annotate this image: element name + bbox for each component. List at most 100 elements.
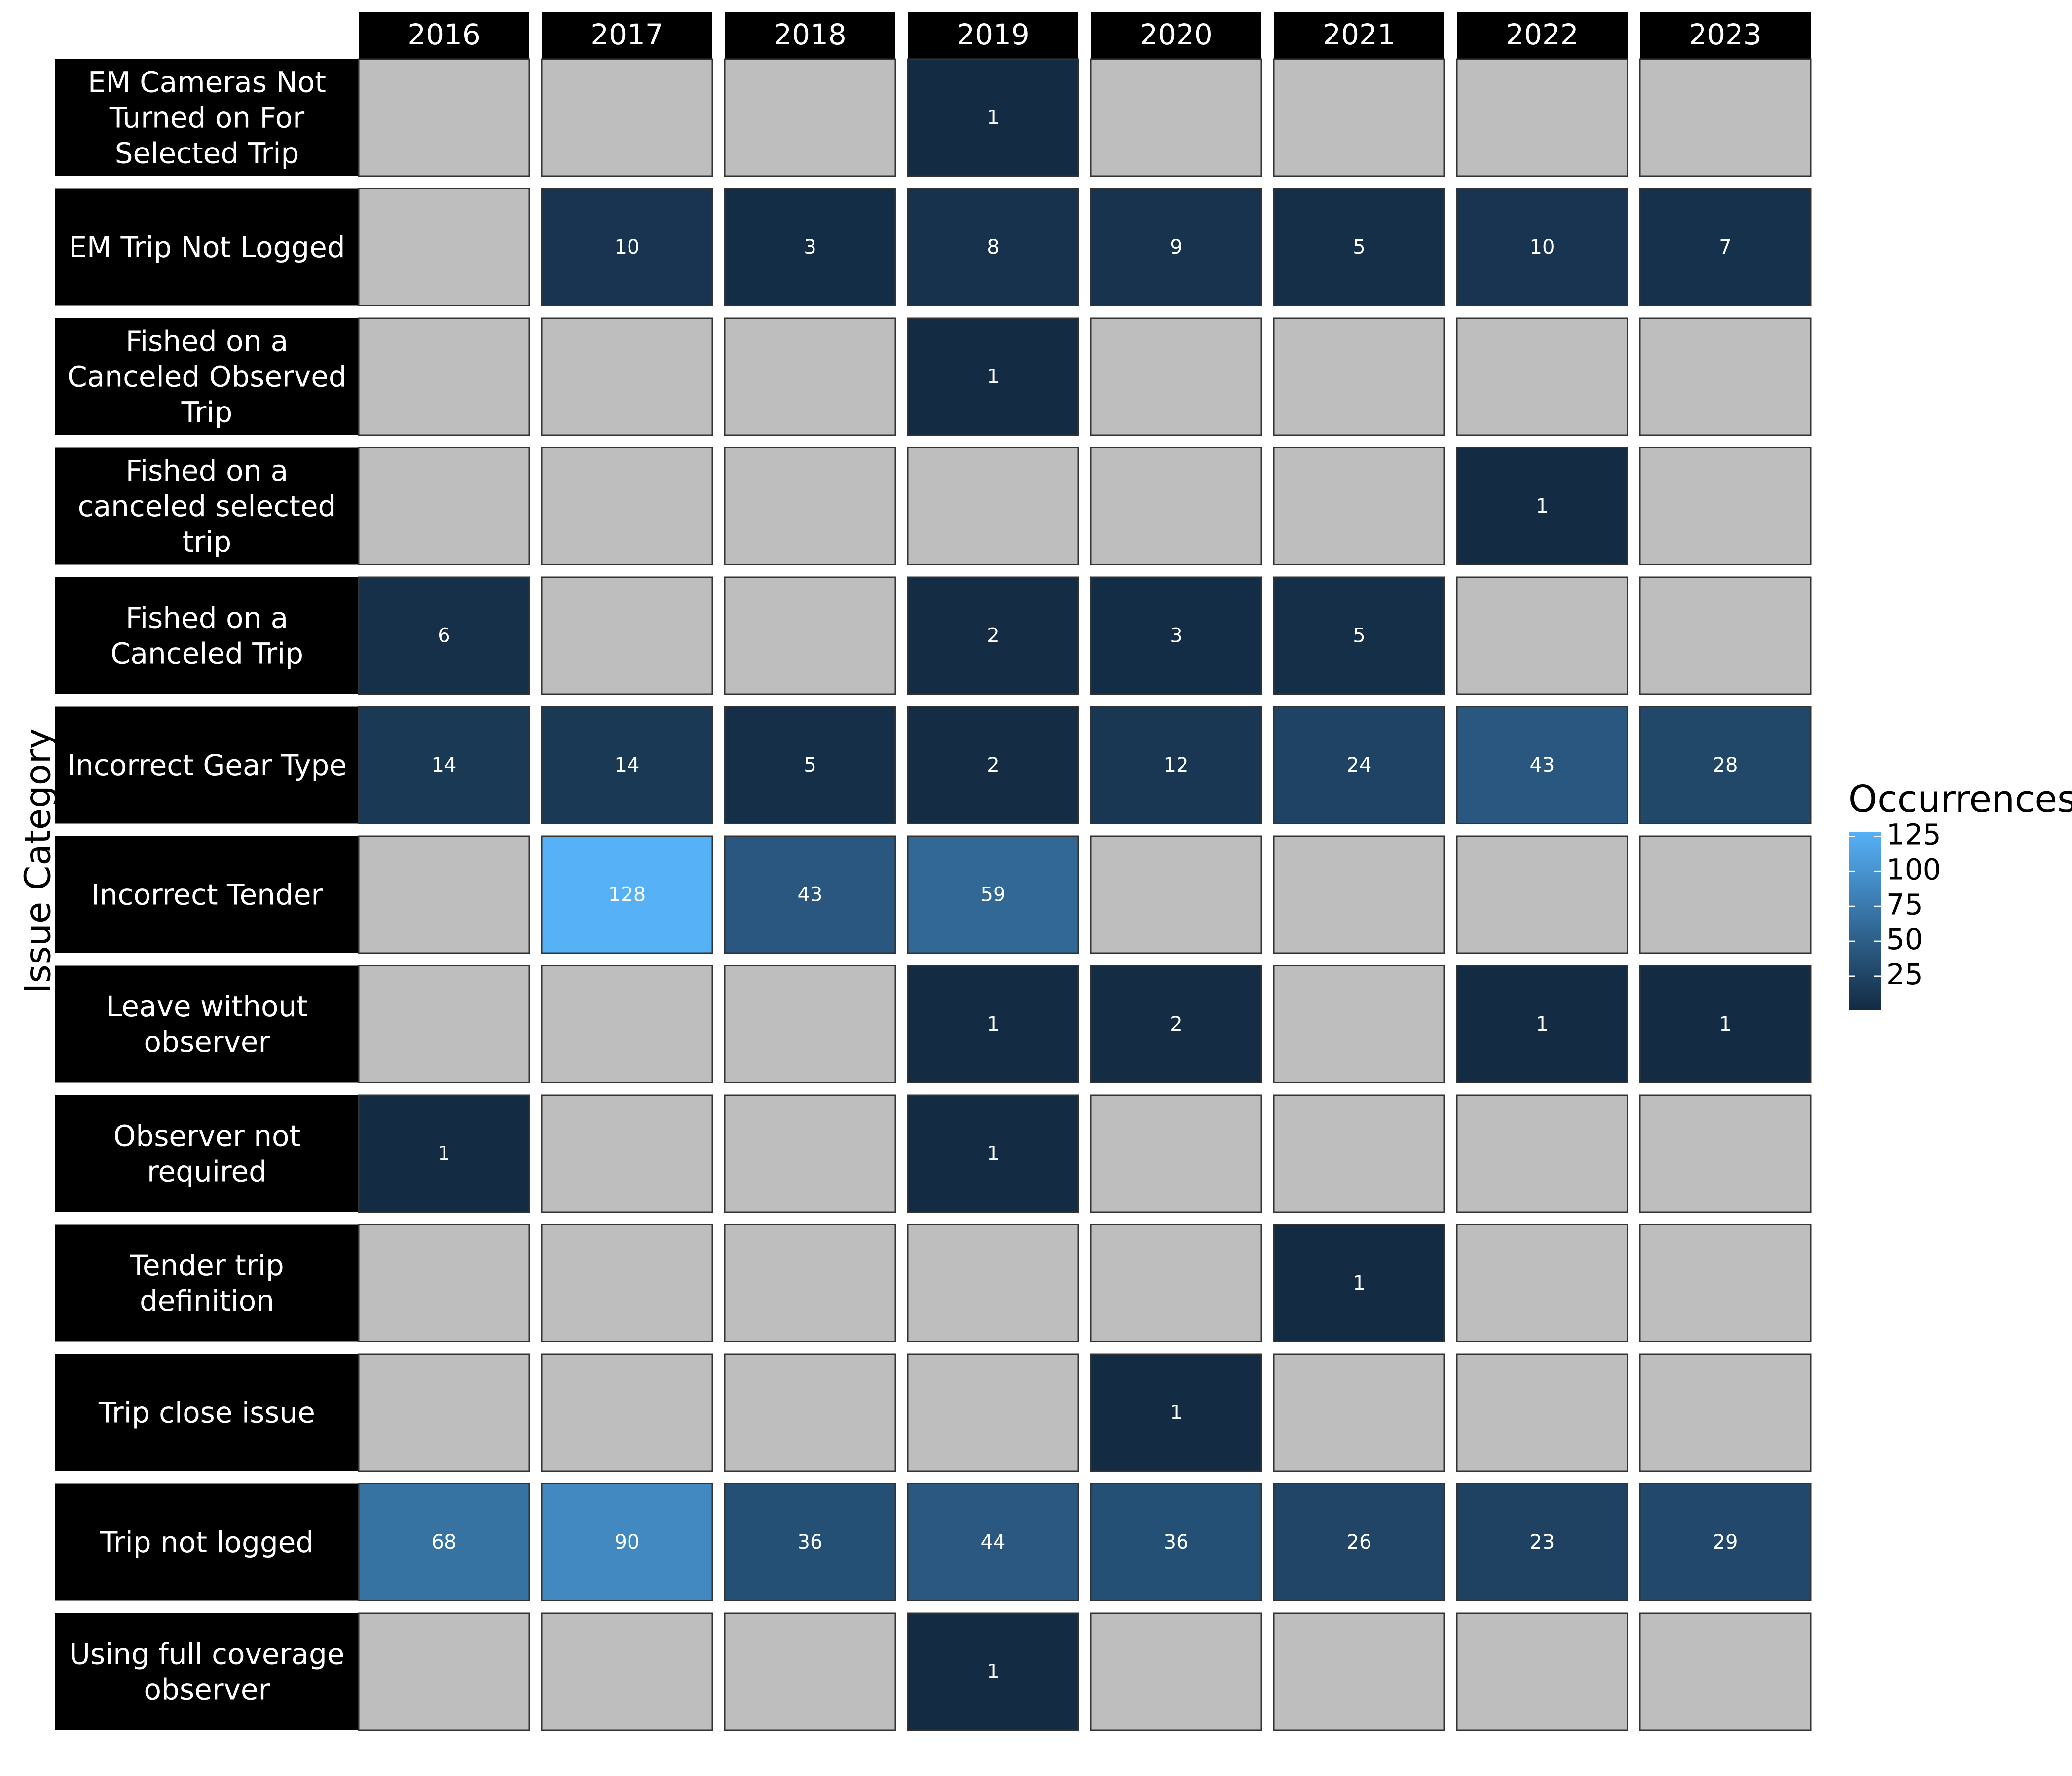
row-header-incorrect-gear-type <box>55 706 359 824</box>
column-header-label-2020: 2020 <box>1140 18 1213 51</box>
row-header-label-fished-on-a-canceled-trip: Fished on a Canceled Trip <box>111 601 303 670</box>
heatmap-cell <box>1456 1353 1628 1472</box>
column-header-label-2017: 2017 <box>591 18 664 51</box>
heatmap-cell <box>1639 317 1812 436</box>
heatmap-cell <box>1273 1353 1445 1472</box>
column-headers: 2016 2017 2018 2019 2020 2021 2022 2023 <box>359 12 1811 59</box>
row-header-tender-trip-definition <box>55 1224 359 1342</box>
row-header-label-incorrect-tender: Incorrect Tender <box>91 878 323 912</box>
cell-value-label: 5 <box>1353 625 1365 647</box>
row-headers: EM Cameras Not Turned on For Selected Trip… <box>55 59 359 1730</box>
row-header-label-trip-close-issue: Trip close issue <box>98 1396 315 1430</box>
heatmap-cell <box>541 1353 713 1472</box>
cell-value-label: 12 <box>1164 754 1189 777</box>
heatmap-cell <box>724 58 896 177</box>
row-header-trip-not-logged <box>55 1483 359 1601</box>
cell-value-label: 2 <box>987 625 999 647</box>
heatmap-cell <box>358 706 530 824</box>
heatmap-cell <box>724 1224 896 1342</box>
heatmap-cell <box>1639 1353 1812 1472</box>
heatmap-cell <box>1090 835 1262 954</box>
row-header-label-em-trip-not-logged: EM Trip Not Logged <box>69 230 345 264</box>
cell-value-label: 1 <box>1719 1013 1731 1036</box>
heatmap-cell <box>1456 1094 1628 1213</box>
heatmap-cell <box>358 1094 530 1213</box>
heatmap-cell <box>358 1612 530 1731</box>
cell-value-label: 90 <box>615 1531 640 1554</box>
cell-value-label: 59 <box>981 884 1006 906</box>
heatmap-cell <box>724 188 896 306</box>
legend-title: Occurrences <box>1849 778 2072 820</box>
cell-value-label: 9 <box>1170 236 1182 259</box>
heatmap-cell <box>358 1224 530 1342</box>
cell-value-label: 1 <box>987 107 999 129</box>
heatmap-cell <box>907 576 1079 695</box>
legend-tick-label: 125 <box>1887 818 1941 851</box>
heatmap-cell <box>907 706 1079 824</box>
row-header-label-fished-on-a-canceled-observed-trip: Fished on a Canceled Observed Trip <box>67 325 346 429</box>
cell-value-label: 14 <box>615 754 640 777</box>
heatmap-cell <box>1090 706 1262 824</box>
heatmap-cell <box>358 1353 530 1472</box>
heatmap-cell <box>1273 965 1445 1083</box>
heatmap-cell <box>1639 447 1812 565</box>
cell-value-label: 14 <box>432 754 457 777</box>
cell-value-label: 3 <box>1170 625 1182 647</box>
heatmap-cell <box>1273 1483 1445 1601</box>
heatmap-cell <box>907 447 1079 565</box>
heatmap-cell <box>724 965 896 1083</box>
cell-value-label: 28 <box>1713 754 1738 777</box>
heatmap-cell <box>907 317 1079 436</box>
heatmap-cell <box>1090 447 1262 565</box>
cell-value-label: 10 <box>1530 236 1555 259</box>
heatmap-cell <box>724 447 896 565</box>
heatmap-cell <box>1456 58 1628 177</box>
row-header-label-leave-without-observer: Leave without observer <box>106 990 308 1059</box>
heatmap-cell <box>1639 58 1812 177</box>
heatmap-cell <box>1639 1224 1812 1342</box>
cell-value-label: 1 <box>987 366 999 388</box>
heatmap-cell <box>541 1224 713 1342</box>
heatmap-cell <box>1273 317 1445 436</box>
heatmap-cell <box>1090 965 1262 1083</box>
cell-value-label: 128 <box>608 884 646 906</box>
heatmap-cell <box>1639 706 1812 824</box>
heatmap-cell <box>358 188 530 306</box>
column-header-label-2023: 2023 <box>1689 18 1762 51</box>
heatmap-cell <box>1456 835 1628 954</box>
y-axis-label: Issue Category <box>17 728 59 994</box>
legend-tick-label: 100 <box>1887 852 1941 886</box>
cell-value-label: 43 <box>798 884 823 906</box>
row-header-label-using-full-coverage-observer: Using full coverage observer <box>70 1637 345 1706</box>
heatmap-cell <box>358 1483 530 1601</box>
heatmap-cell <box>907 1094 1079 1213</box>
row-header-label-em-cameras-not-turned-on-for-selected-trip: EM Cameras Not Turned on For Selected Trip <box>88 66 326 170</box>
heatmap-cell <box>724 576 896 695</box>
row-header-label-incorrect-gear-type: Incorrect Gear Type <box>67 748 347 782</box>
legend-tick-label: 50 <box>1887 923 1923 956</box>
heatmap-cell <box>724 1353 896 1472</box>
row-header-incorrect-tender <box>55 836 359 953</box>
row-header-label-tender-trip-definition: Tender trip definition <box>129 1249 284 1318</box>
heatmap-cell <box>541 1612 713 1731</box>
heatmap-cell <box>1090 1224 1262 1342</box>
heatmap-cell <box>541 317 713 436</box>
heatmap-cell <box>541 447 713 565</box>
cell-value-label: 6 <box>438 625 450 647</box>
cell-value-label: 36 <box>798 1531 823 1554</box>
column-header-2020 <box>1091 12 1261 59</box>
heatmap-cell <box>724 1612 896 1731</box>
column-header-label-2022: 2022 <box>1506 18 1579 51</box>
cell-value-label: 7 <box>1719 236 1731 259</box>
row-header-label-observer-not-required: Observer not required <box>113 1119 301 1188</box>
column-header-label-2021: 2021 <box>1323 18 1396 51</box>
heatmap-cell <box>907 965 1079 1083</box>
column-header-2023 <box>1640 12 1811 59</box>
heatmap-cell <box>1090 317 1262 436</box>
column-header-2017 <box>542 12 712 59</box>
heatmap-cell <box>724 1483 896 1601</box>
heatmap-cell <box>1639 1483 1812 1601</box>
heatmap-cell <box>1456 447 1628 565</box>
row-header-fished-on-a-canceled-trip <box>55 577 359 694</box>
